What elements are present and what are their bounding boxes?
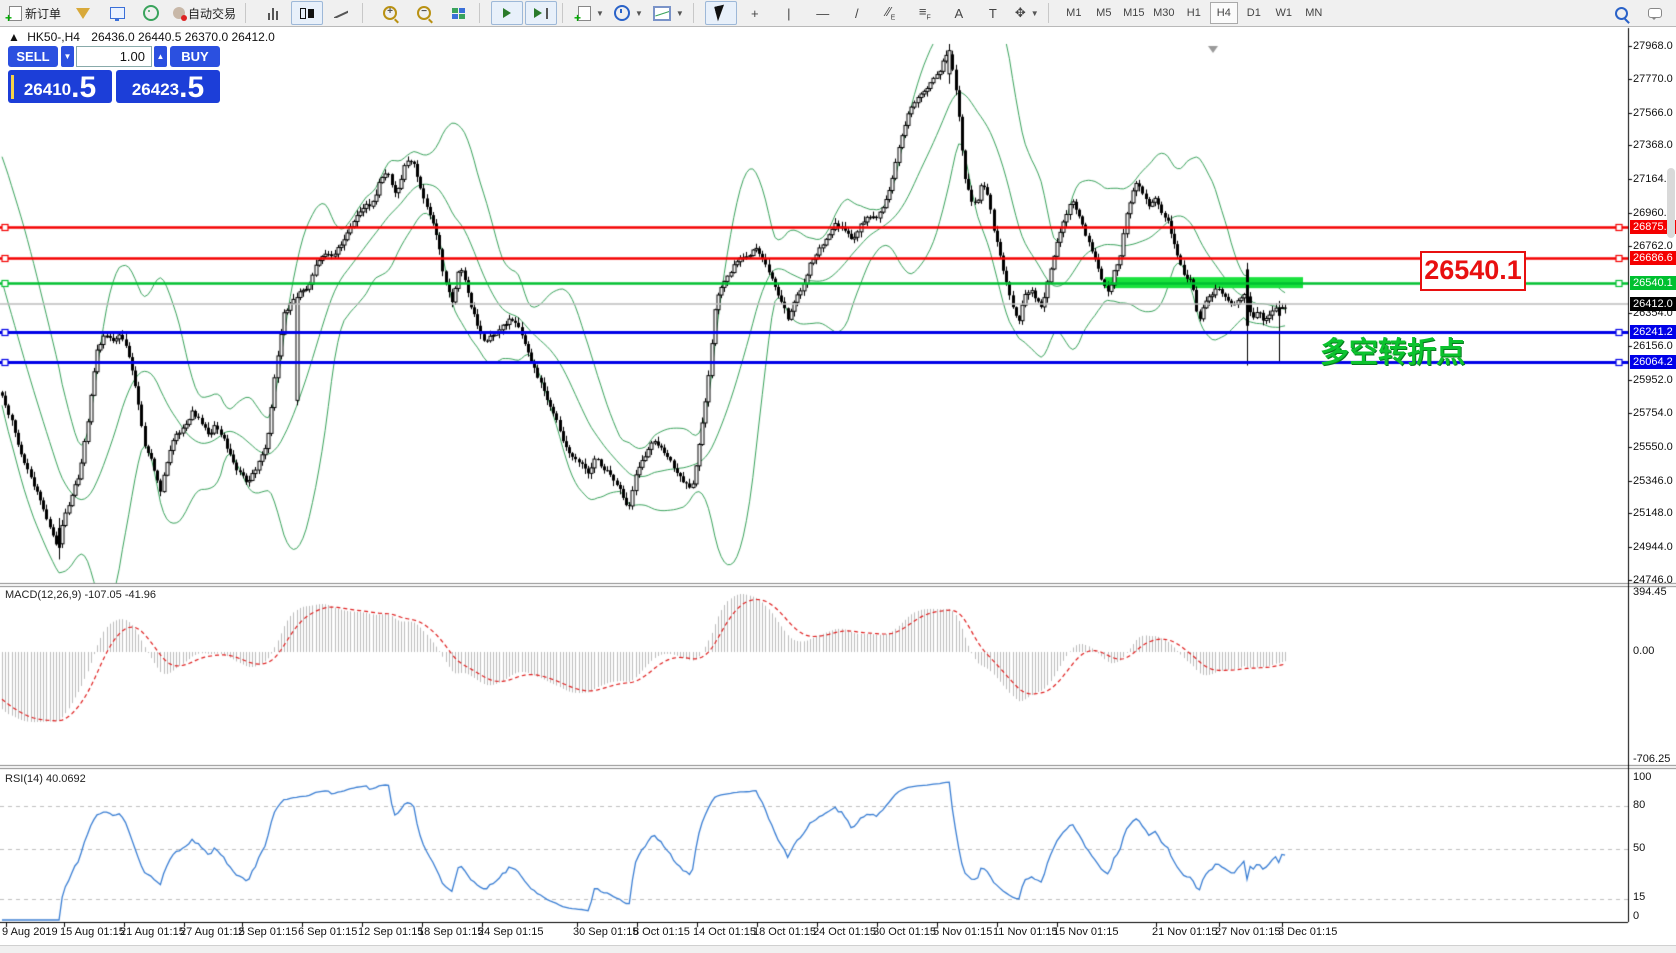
time-tick-label: 24 Sep 01:15 [478,926,544,938]
time-tick-label: 27 Aug 01:15 [180,926,245,938]
price-tick-label: 26762.0 [1633,239,1673,252]
time-tick-label: 21 Nov 01:15 [1152,926,1218,938]
price-tick-label: 25952.0 [1633,374,1673,387]
scrollbar-thumb[interactable] [1667,168,1675,238]
rsi-axis-label: 0 [1633,910,1640,922]
price-tick-label: 27968.0 [1633,40,1673,52]
time-tick-label: 8 Oct 01:15 [633,926,690,938]
time-tick-label: 9 Aug 2019 [2,926,58,938]
price-tick-label: 26960.0 [1633,207,1673,220]
ohlc-open: 26436.0 [91,30,135,44]
symbol-period-label: HK50-,H4 [27,30,80,44]
price-tick-label: 27368.0 [1633,139,1673,152]
time-tick-label: 14 Oct 01:15 [693,926,756,938]
time-tick-label: 11 Nov 01:15 [993,926,1058,938]
level-annotation-box: 26540.1 [1420,251,1526,291]
time-tick-label: 5 Nov 01:15 [933,926,993,938]
ohlc-close: 26412.0 [231,30,275,44]
collapse-arrow-icon[interactable]: ▲ [8,30,20,44]
macd-axis-label: 0.00 [1633,645,1655,657]
status-bar [0,945,1676,953]
turning-point-annotation: 多空转折点 [1320,337,1466,369]
hline-price-label: 26875.7 [1630,220,1676,235]
price-tick-label: 27770.0 [1633,72,1673,85]
sell-price-main: 26410 [23,80,72,99]
time-tick-label: 21 Aug 01:15 [120,926,185,938]
rsi-axis-label: 100 [1633,771,1652,783]
rsi-title: RSI(14) 40.0692 [5,773,86,785]
ohlc-high: 26440.5 [138,30,182,44]
hline-price-label: 26540.1 [1630,275,1676,290]
price-tick-label: 25148.0 [1633,507,1673,520]
buy-price-frac: .5 [179,71,205,104]
volume-input[interactable]: 1.00 [76,46,152,67]
time-tick-label: 27 Nov 01:15 [1215,926,1281,938]
price-tick-label: 24944.0 [1633,541,1673,554]
time-tick-label: 18 Oct 01:15 [753,926,816,938]
buy-button[interactable]: BUY [170,46,220,67]
time-tick-label: 15 Nov 01:15 [1053,926,1119,938]
hline-price-label: 26686.6 [1630,251,1676,266]
sell-button[interactable]: SELL [8,46,58,67]
one-click-trading-panel: SELL ▼ 1.00 ▲ BUY 26410 .5 26423 .5 [6,46,222,108]
macd-title: MACD(12,26,9) -107.05 -41.96 [5,589,157,601]
rsi-axis-label: 50 [1633,842,1646,854]
time-tick-label: 30 Oct 01:15 [873,926,936,938]
macd-axis-label: -706.25 [1633,753,1671,765]
current-price-label: 26412.0 [1630,296,1676,311]
price-tick-label: 27164.0 [1633,173,1673,186]
time-tick-label: 30 Sep 01:15 [573,926,639,938]
price-tick-label: 25346.0 [1633,474,1673,487]
price-tick-label: 25754.0 [1633,406,1673,419]
time-tick-label: 12 Sep 01:15 [358,926,424,938]
buy-price-panel[interactable]: 26423 .5 [116,70,220,103]
price-tick-label: 24746.0 [1633,574,1673,586]
price-tick-label: 25550.0 [1633,440,1673,453]
price-tick-label: 27566.0 [1633,106,1673,119]
hline-price-label: 26064.2 [1630,354,1676,369]
hline-price-label: 26241.2 [1630,325,1676,340]
time-tick-label: 18 Sep 01:15 [418,926,484,938]
time-tick-label: 6 Sep 01:15 [298,926,358,938]
sell-price-frac: .5 [71,71,97,104]
macd-axis-label: 394.45 [1633,586,1667,598]
chart-header: ▲ HK50-,H4 26436.0 26440.5 26370.0 26412… [8,30,275,44]
rsi-axis-label: 80 [1633,799,1646,811]
buy-price-main: 26423 [131,80,180,99]
price-tick-label: 26156.0 [1633,340,1673,353]
sell-price-panel[interactable]: 26410 .5 [8,70,112,103]
volume-up-button[interactable]: ▲ [154,46,167,67]
time-tick-label: 15 Aug 01:15 [60,926,125,938]
volume-down-button[interactable]: ▼ [61,46,74,67]
time-tick-label: 24 Oct 01:15 [813,926,876,938]
ohlc-low: 26370.0 [184,30,229,44]
time-tick-label: 3 Dec 01:15 [1278,926,1338,938]
time-tick-label: 2 Sep 01:15 [238,926,298,938]
spread-marker [11,75,14,99]
rsi-axis-label: 15 [1633,891,1646,903]
